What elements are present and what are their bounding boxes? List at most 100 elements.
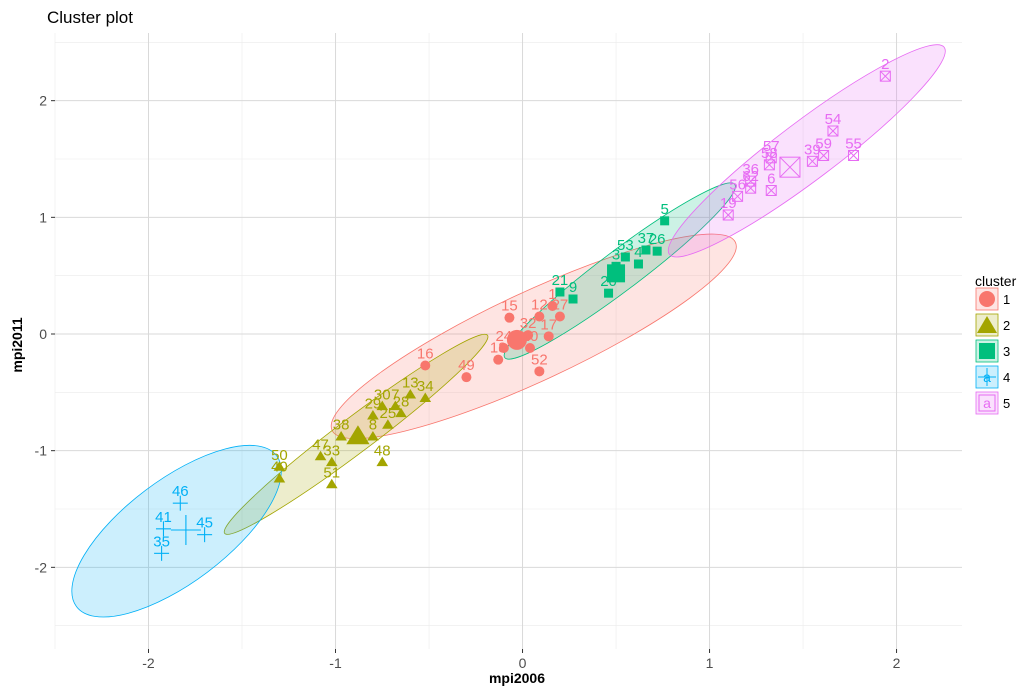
data-point bbox=[554, 311, 565, 322]
point-label: 25 bbox=[380, 405, 397, 422]
y-axis-title: mpi2011 bbox=[9, 317, 25, 372]
point-label: 57 bbox=[763, 138, 780, 155]
data-point bbox=[722, 209, 734, 221]
point-label: 39 bbox=[804, 141, 821, 158]
data-point bbox=[620, 252, 630, 262]
point-label: 27 bbox=[552, 297, 569, 314]
data-point bbox=[555, 287, 565, 297]
data-point bbox=[461, 372, 472, 383]
legend-marker-square bbox=[979, 343, 995, 359]
data-point bbox=[395, 407, 407, 418]
cluster-center-1 bbox=[506, 329, 527, 350]
marker-triangle bbox=[273, 472, 286, 483]
data-point bbox=[732, 190, 744, 202]
point-label: 29 bbox=[365, 396, 382, 413]
data-point bbox=[745, 182, 757, 194]
marker-square bbox=[660, 216, 670, 226]
legend-marker-triangle bbox=[977, 316, 997, 333]
marker-triangle bbox=[395, 407, 407, 418]
cluster-center-3 bbox=[607, 264, 626, 283]
data-point bbox=[660, 216, 670, 226]
cluster-ellipse-4 bbox=[71, 444, 282, 618]
data-point bbox=[367, 430, 379, 441]
marker-triangle bbox=[273, 461, 286, 471]
point-label: 56 bbox=[729, 176, 746, 193]
x-tick-label: 1 bbox=[706, 655, 714, 671]
marker-triangle bbox=[376, 456, 389, 467]
marker-circle bbox=[547, 301, 558, 311]
point-label: 53 bbox=[617, 237, 634, 254]
data-point bbox=[367, 409, 379, 420]
marker-x2 bbox=[764, 159, 775, 171]
data-point bbox=[604, 288, 614, 298]
cluster-centers bbox=[170, 156, 801, 545]
grid bbox=[54, 33, 962, 649]
x-axis-title: mpi2006 bbox=[489, 670, 545, 686]
point-label: 12 bbox=[531, 297, 548, 314]
legend-entry-1: 1 bbox=[975, 287, 1010, 311]
point-label: 36 bbox=[742, 161, 759, 178]
legend-glyph: a bbox=[983, 395, 991, 411]
x-tick-label: 0 bbox=[519, 655, 527, 671]
marker-square bbox=[568, 294, 578, 304]
y-tick-label: 0 bbox=[39, 326, 47, 342]
data-point bbox=[534, 311, 545, 322]
data-point bbox=[504, 312, 515, 323]
point-label: 4 bbox=[634, 244, 642, 261]
marker-box bbox=[827, 125, 839, 137]
marker-box bbox=[763, 159, 775, 171]
marker-x2 bbox=[765, 185, 777, 196]
data-point bbox=[525, 343, 536, 353]
data-point bbox=[376, 456, 389, 467]
point-label: 38 bbox=[333, 417, 350, 434]
point-label: 37 bbox=[638, 230, 655, 247]
x-tick-label: -1 bbox=[329, 655, 342, 671]
x-tick-label: 2 bbox=[893, 655, 901, 671]
point-label: 17 bbox=[540, 316, 557, 333]
data-point bbox=[806, 155, 818, 167]
data-point bbox=[335, 430, 347, 441]
marker-triangle bbox=[335, 430, 347, 441]
point-label: 40 bbox=[271, 459, 288, 476]
legend-glyph: a bbox=[983, 369, 991, 385]
point-label: 48 bbox=[374, 442, 391, 459]
marker-box bbox=[765, 185, 777, 196]
marker-circle bbox=[534, 366, 545, 377]
point-label: 62 bbox=[742, 168, 759, 185]
marker-x2 bbox=[879, 70, 891, 82]
legend-label: 1 bbox=[1003, 292, 1010, 307]
cluster-center-2 bbox=[346, 425, 370, 445]
point-label: 41 bbox=[155, 509, 172, 526]
marker-x2 bbox=[779, 156, 801, 178]
legend-marker-box bbox=[978, 394, 996, 412]
point-label: 3 bbox=[612, 246, 620, 263]
marker-x2 bbox=[722, 209, 734, 221]
cluster-center-4 bbox=[170, 515, 201, 545]
data-point bbox=[376, 400, 389, 411]
marker-box bbox=[722, 209, 734, 221]
marker-x2 bbox=[818, 150, 829, 161]
legend-title: cluster bbox=[975, 273, 1017, 289]
point-label: 1 bbox=[548, 286, 556, 303]
marker-triangle bbox=[325, 478, 338, 489]
legend-label: 4 bbox=[1003, 370, 1010, 385]
point-label: 7 bbox=[391, 386, 399, 403]
data-point bbox=[404, 388, 417, 399]
point-label: 34 bbox=[417, 378, 434, 395]
marker-circle bbox=[525, 343, 536, 353]
marker-square bbox=[607, 264, 626, 283]
data-point bbox=[633, 259, 643, 269]
point-label: 54 bbox=[825, 111, 842, 128]
point-label: 58 bbox=[761, 145, 778, 162]
data-point bbox=[172, 495, 188, 511]
point-label: 21 bbox=[552, 272, 569, 289]
marker-triangle bbox=[376, 400, 389, 411]
data-point bbox=[314, 450, 327, 461]
point-label: 28 bbox=[393, 393, 410, 410]
point-label: 6 bbox=[767, 171, 775, 188]
marker-x2 bbox=[848, 150, 859, 161]
point-label: 33 bbox=[323, 442, 340, 459]
marker-square bbox=[641, 245, 651, 255]
